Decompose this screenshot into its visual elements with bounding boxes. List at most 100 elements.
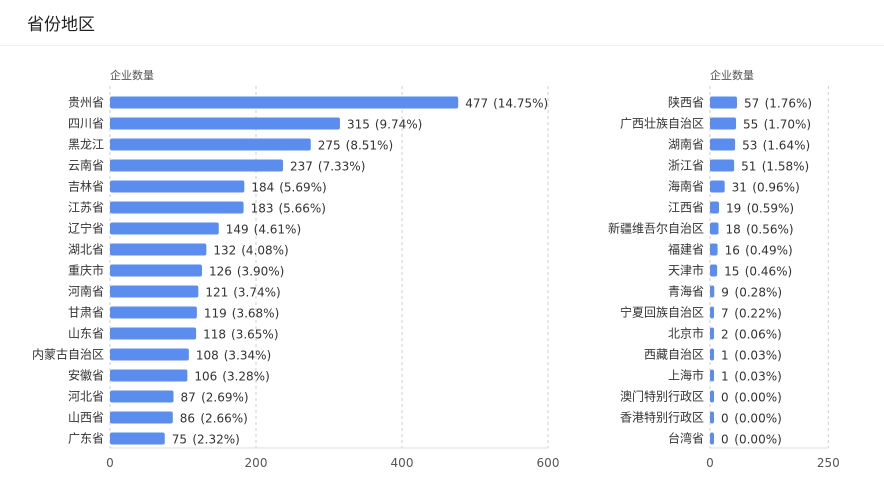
category-label: 广东省 <box>68 432 104 446</box>
bar <box>710 180 725 193</box>
data-label: 119 <box>204 307 227 321</box>
bar <box>110 138 311 151</box>
data-label: 86 <box>180 412 195 426</box>
data-label: 9 <box>721 286 729 300</box>
data-label: 31 <box>732 181 747 195</box>
percent-label: (0.00%) <box>734 433 781 447</box>
bar <box>710 138 736 151</box>
bar <box>110 432 165 445</box>
bar <box>710 285 715 298</box>
percent-label: (9.74%) <box>375 118 422 132</box>
percent-label: (4.61%) <box>254 223 301 237</box>
percent-label: (0.03%) <box>734 370 781 384</box>
y-axis-label: 企业数量 <box>110 68 154 82</box>
percent-label: (4.08%) <box>241 244 288 258</box>
x-tick-label: 400 <box>391 456 414 470</box>
bar <box>110 285 199 298</box>
data-label: 126 <box>209 265 232 279</box>
percent-label: (2.66%) <box>200 412 247 426</box>
x-tick-label: 200 <box>245 456 268 470</box>
bar <box>110 201 244 214</box>
bar <box>710 432 714 445</box>
bar <box>110 222 219 235</box>
category-label: 湖北省 <box>68 242 104 257</box>
percent-label: (0.56%) <box>746 223 793 237</box>
category-label: 台湾省 <box>668 431 704 446</box>
percent-label: (0.06%) <box>734 328 781 342</box>
category-label: 新疆维吾尔自治区 <box>608 221 704 236</box>
data-label: 108 <box>196 349 219 363</box>
percent-label: (1.58%) <box>762 160 809 174</box>
category-label: 吉林省 <box>68 180 104 194</box>
percent-label: (7.33%) <box>318 160 365 174</box>
percent-label: (5.66%) <box>278 202 325 216</box>
percent-label: (2.69%) <box>201 391 248 405</box>
bar <box>110 96 459 109</box>
category-label: 河北省 <box>68 390 104 404</box>
data-label: 118 <box>203 328 226 342</box>
data-label: 184 <box>251 181 274 195</box>
data-label: 19 <box>726 202 741 216</box>
category-label: 澳门特别行政区 <box>620 389 704 404</box>
section-title: 省份地区 <box>27 15 95 35</box>
category-label: 西藏自治区 <box>644 348 704 362</box>
percent-label: (0.59%) <box>747 202 794 216</box>
category-label: 上海市 <box>668 368 704 383</box>
category-label: 海南省 <box>668 179 704 194</box>
bar <box>110 390 174 403</box>
percent-label: (2.32%) <box>192 433 239 447</box>
category-label: 浙江省 <box>668 159 704 173</box>
percent-label: (14.75%) <box>493 97 548 111</box>
data-label: 132 <box>213 244 236 258</box>
percent-label: (0.96%) <box>752 181 799 195</box>
percent-label: (0.28%) <box>735 286 782 300</box>
percent-label: (3.34%) <box>224 349 271 363</box>
percent-label: (1.70%) <box>764 118 811 132</box>
percent-label: (3.28%) <box>222 370 269 384</box>
category-label: 重庆市 <box>68 263 104 278</box>
category-label: 山西省 <box>68 411 104 425</box>
data-label: 53 <box>742 139 757 153</box>
data-label: 106 <box>194 370 217 384</box>
data-label: 1 <box>721 370 729 384</box>
data-label: 1 <box>721 349 729 363</box>
bar <box>710 306 714 319</box>
percent-label: (3.68%) <box>232 307 279 321</box>
category-label: 辽宁省 <box>68 221 104 236</box>
section-header: 省份地区 <box>0 0 884 46</box>
x-tick-label: 250 <box>817 456 840 470</box>
bar <box>710 117 737 130</box>
percent-label: (5.69%) <box>279 181 326 195</box>
data-label: 0 <box>721 391 729 405</box>
category-label: 福建省 <box>668 242 704 257</box>
bar <box>710 222 719 235</box>
category-label: 江西省 <box>668 201 704 215</box>
category-label: 青海省 <box>668 284 704 299</box>
percent-label: (0.03%) <box>734 349 781 363</box>
bar <box>710 327 714 340</box>
category-label: 四川省 <box>68 117 104 131</box>
bar <box>710 201 719 214</box>
x-tick-label: 0 <box>106 456 114 470</box>
x-tick-label: 600 <box>537 456 560 470</box>
bar <box>110 243 207 256</box>
percent-label: (0.00%) <box>734 391 781 405</box>
percent-label: (0.49%) <box>745 244 792 258</box>
data-label: 15 <box>724 265 739 279</box>
data-label: 18 <box>726 223 741 237</box>
bar <box>710 264 718 277</box>
data-label: 149 <box>226 223 249 237</box>
category-label: 贵州省 <box>68 96 104 110</box>
bar <box>710 243 718 256</box>
percent-label: (3.65%) <box>231 328 278 342</box>
bar <box>110 327 197 340</box>
percent-label: (8.51%) <box>346 139 393 153</box>
data-label: 0 <box>721 412 729 426</box>
category-label: 内蒙古自治区 <box>32 347 104 362</box>
y-axis-label: 企业数量 <box>710 68 754 82</box>
bar <box>110 369 188 382</box>
data-label: 16 <box>725 244 740 258</box>
category-label: 广西壮族自治区 <box>620 117 704 131</box>
category-label: 江苏省 <box>68 201 104 215</box>
